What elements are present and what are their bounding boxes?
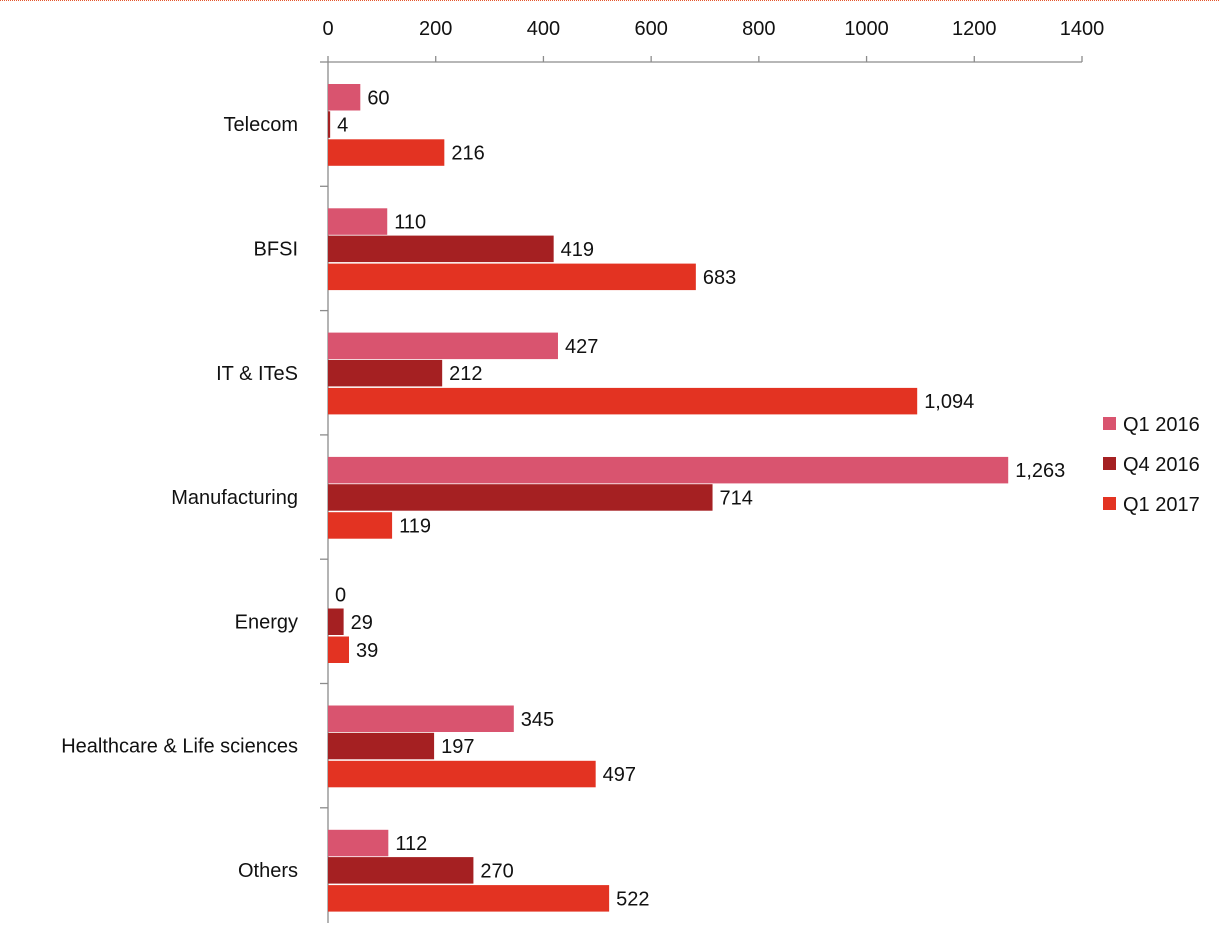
data-label: 110 <box>394 212 426 234</box>
bar <box>328 706 514 733</box>
data-label: 497 <box>603 764 636 786</box>
x-tick-label: 1400 <box>1060 18 1105 40</box>
category-label: BFSI <box>254 238 298 260</box>
bar <box>328 139 444 166</box>
legend: Q1 2016 Q4 2016 Q1 2017 <box>1103 414 1200 516</box>
data-label: 29 <box>351 612 373 634</box>
bar <box>328 388 917 415</box>
bar <box>328 111 330 138</box>
data-label: 522 <box>616 888 649 910</box>
category-label: Healthcare & Life sciences <box>61 736 298 758</box>
data-label: 112 <box>395 833 427 855</box>
x-tick-label: 0 <box>322 18 333 40</box>
data-label: 4 <box>337 115 348 137</box>
legend-label: Q1 2017 <box>1123 494 1200 516</box>
bar <box>328 208 387 235</box>
bar <box>328 733 434 760</box>
data-label: 270 <box>480 860 513 882</box>
data-label: 216 <box>451 143 484 165</box>
data-label: 1,263 <box>1015 460 1065 482</box>
category-label: Manufacturing <box>171 487 298 509</box>
bar <box>328 457 1008 484</box>
data-label: 119 <box>399 515 431 537</box>
x-tick-label: 400 <box>527 18 560 40</box>
bar <box>328 484 713 511</box>
bar <box>328 264 696 291</box>
bar <box>328 333 558 360</box>
x-tick-label: 1000 <box>844 18 889 40</box>
data-label: 427 <box>565 336 598 358</box>
data-label: 212 <box>449 363 482 385</box>
bar <box>328 637 349 664</box>
legend-label: Q1 2016 <box>1123 414 1200 436</box>
x-tick-label: 1200 <box>952 18 997 40</box>
bar <box>328 857 473 884</box>
data-label: 345 <box>521 709 554 731</box>
data-label: 419 <box>561 239 594 261</box>
data-label: 60 <box>367 87 389 109</box>
bar-layer: 60 4 216 110 419 683 427 212 1,094 1,263 714 119 029… <box>328 84 1065 912</box>
category-label: Telecom <box>224 114 298 136</box>
bar <box>328 885 609 912</box>
legend-swatch <box>1103 417 1116 430</box>
legend-swatch <box>1103 457 1116 470</box>
category-label: IT & ITeS <box>216 363 298 385</box>
x-tick-label: 200 <box>419 18 452 40</box>
legend-label: Q4 2016 <box>1123 454 1200 476</box>
data-label: 0 <box>335 584 346 606</box>
x-tick-label: 600 <box>634 18 667 40</box>
category-label: Others <box>238 860 298 882</box>
bar <box>328 609 344 636</box>
data-label: 197 <box>441 736 474 758</box>
bar <box>328 830 388 857</box>
legend-swatch <box>1103 497 1116 510</box>
category-label: Energy <box>235 611 298 633</box>
data-label: 1,094 <box>924 391 974 413</box>
bar <box>328 84 360 111</box>
bar <box>328 761 596 788</box>
category-label-layer: Telecom BFSI IT & ITeS Manufacturing Energy H… <box>61 114 298 882</box>
data-label: 39 <box>356 640 378 662</box>
bar <box>328 360 442 387</box>
x-tick-label: 800 <box>742 18 775 40</box>
bar <box>328 236 554 263</box>
bar <box>328 512 392 539</box>
data-label: 714 <box>720 487 753 509</box>
data-label: 683 <box>703 267 736 289</box>
